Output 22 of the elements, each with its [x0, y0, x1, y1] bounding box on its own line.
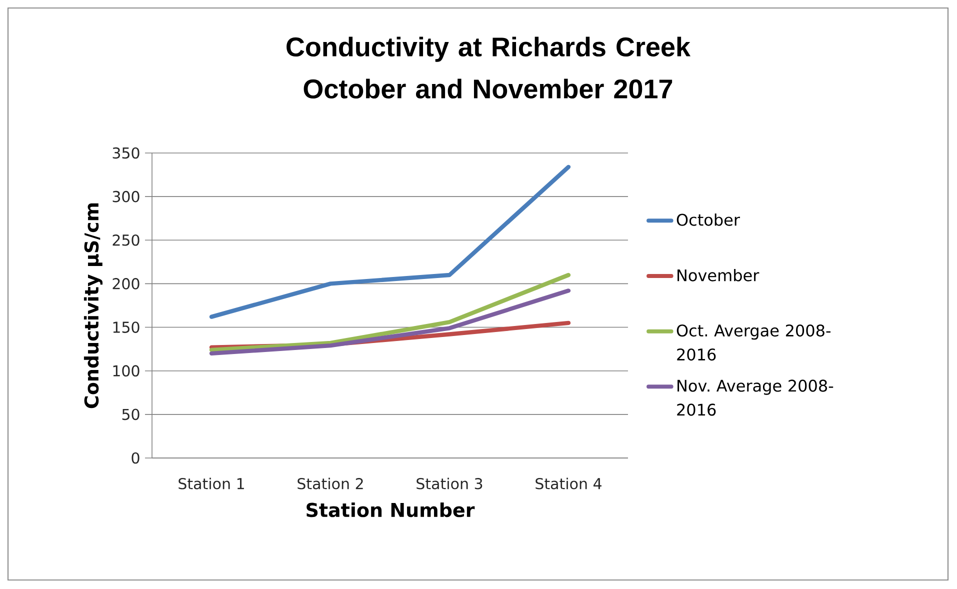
y-tick-label: 0: [132, 452, 140, 464]
line-series: [209, 164, 571, 319]
y-tick-label: 100: [113, 365, 140, 377]
y-tick-label: 50: [122, 408, 140, 420]
chart-title: Conductivity at Richards Creek October and November 2017: [286, 36, 691, 99]
y-tick-label: 300: [112, 190, 140, 202]
legend-label: Nov. Average 2008-2016: [677, 380, 834, 416]
x-tick-label: Station 4: [536, 478, 602, 490]
legend-label: October: [676, 214, 740, 226]
x-tick-label: Station 3: [416, 478, 482, 490]
x-tick-label: Station 2: [298, 478, 363, 490]
x-tick-label: Station 1: [178, 478, 244, 490]
line-series: [209, 288, 571, 356]
y-tick-label: 350: [112, 147, 140, 159]
y-tick-label: 200: [112, 278, 140, 290]
y-tick-label: 150: [113, 322, 140, 333]
y-axis-title: Conductivity µS/cm: [84, 203, 103, 408]
y-tick-label: 250: [112, 234, 140, 246]
legend-label: November: [678, 268, 760, 282]
line-series: [209, 272, 571, 352]
legend-label: Oct. Avergae 2008-2016: [676, 324, 830, 361]
x-axis-title: Station Number: [306, 502, 475, 518]
